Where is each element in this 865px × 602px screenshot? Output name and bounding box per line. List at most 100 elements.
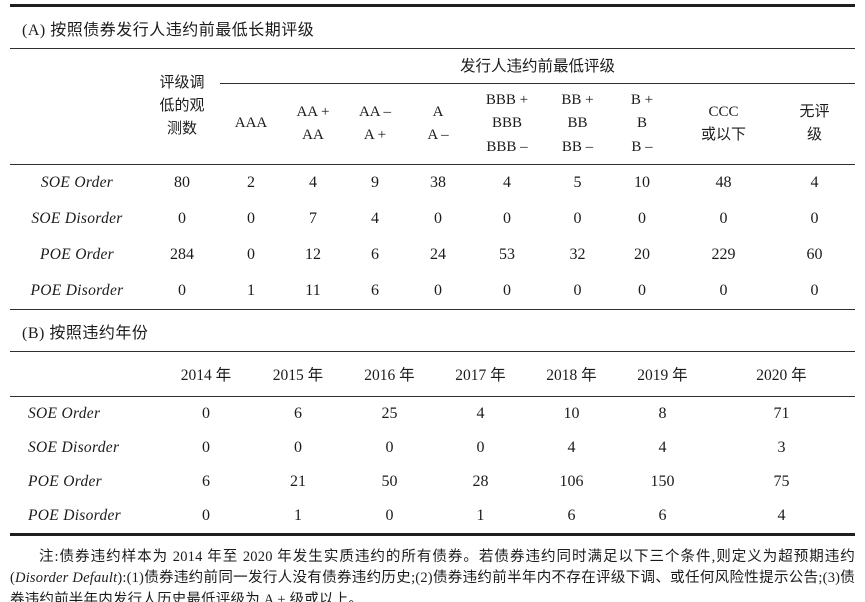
data-cell: 0 (503, 282, 511, 299)
data-cell: 4 (476, 405, 485, 422)
header-row-years: 2014 年 2015 年 2016 年 2017 年 2018 年 2019 … (10, 352, 855, 397)
column-header-year: 2016 年 (344, 352, 435, 397)
panel-a-title: (A) 按照债券发行人违约前最低长期评级 (10, 7, 855, 49)
panel-a-table: 评级调 低的观 测数 发行人违约前最低评级 AAA AA + AA AA – A… (10, 49, 856, 310)
data-cell: 1 (294, 507, 302, 524)
table-row: SOE Order 80 2 4 9 38 4 5 10 48 4 (10, 165, 855, 202)
data-cell: 6 (567, 507, 576, 524)
column-header-year: 2020 年 (708, 352, 855, 397)
data-cell: 8 (658, 405, 667, 422)
data-cell: 50 (381, 473, 398, 490)
data-cell: 4 (777, 507, 786, 524)
data-cell: 38 (430, 174, 446, 191)
data-cell: 0 (719, 282, 728, 299)
data-cell: 6 (294, 405, 302, 422)
data-cell: 25 (381, 405, 398, 422)
data-cell: 2 (247, 174, 255, 191)
data-cell: 0 (573, 282, 582, 299)
data-cell: 0 (247, 210, 255, 227)
footnote-italic-term: Disorder Default (15, 570, 118, 587)
data-cell: 0 (178, 282, 186, 299)
data-cell: 11 (305, 282, 321, 299)
data-cell: 48 (715, 174, 732, 191)
data-cell: 10 (563, 405, 580, 422)
data-cell: 3 (777, 439, 786, 456)
data-cell: 28 (472, 473, 489, 490)
data-cell: 0 (638, 282, 646, 299)
column-header-obs: 评级调 低的观 测数 (144, 49, 220, 165)
data-cell: 0 (202, 507, 210, 524)
data-cell: 0 (719, 210, 728, 227)
column-header-year: 2017 年 (435, 352, 526, 397)
column-header-rating: B + B B – (611, 83, 673, 165)
table-row: POE Disorder 0 1 11 6 0 0 0 0 0 0 (10, 273, 855, 310)
column-header-year: 2018 年 (526, 352, 617, 397)
data-cell: 4 (503, 174, 511, 191)
column-header-rating: A A – (406, 83, 470, 165)
group-header-rating: 发行人违约前最低评级 (220, 49, 856, 84)
data-cell: 6 (371, 282, 379, 299)
data-cell: 0 (247, 246, 255, 263)
data-cell: 106 (559, 473, 584, 490)
data-cell: 0 (202, 439, 210, 456)
table-row: SOE Disorder 0 0 7 4 0 0 0 0 0 0 (10, 201, 855, 237)
data-cell: 6 (658, 507, 667, 524)
data-cell: 4 (309, 174, 317, 191)
column-header-rating: BBB + BBB BBB – (470, 83, 544, 165)
panel-b-title: (B) 按照违约年份 (10, 310, 855, 352)
data-cell: 60 (806, 246, 823, 263)
column-header-rating: AAA (220, 83, 282, 165)
row-label: POE Disorder (28, 507, 122, 524)
data-cell: 10 (634, 174, 650, 191)
data-cell: 12 (305, 246, 321, 263)
data-cell: 150 (650, 473, 675, 490)
data-cell: 0 (385, 507, 394, 524)
data-cell: 75 (773, 473, 790, 490)
header-row-group: 评级调 低的观 测数 发行人违约前最低评级 (10, 49, 856, 165)
data-cell: 0 (294, 439, 302, 456)
data-cell: 4 (810, 174, 819, 191)
table-row: SOE Disorder 0 0 0 0 4 4 3 (10, 431, 855, 465)
data-cell: 0 (476, 439, 485, 456)
footnote-text: ):(1)债券违约前同一发行人没有债券违约历史;(2)债券违约前半年内不存在评级… (10, 570, 855, 602)
data-cell: 4 (658, 439, 667, 456)
table-row: SOE Order 0 6 25 4 10 8 71 (10, 397, 855, 432)
data-cell: 0 (638, 210, 646, 227)
table-row: POE Order 6 21 50 28 106 150 75 (10, 465, 855, 499)
data-cell: 80 (174, 174, 190, 191)
data-cell: 1 (476, 507, 485, 524)
panel-b-table: 2014 年 2015 年 2016 年 2017 年 2018 年 2019 … (10, 352, 855, 536)
row-label: SOE Disorder (31, 210, 123, 227)
data-cell: 0 (434, 210, 442, 227)
data-cell: 21 (290, 473, 306, 490)
data-cell: 0 (178, 210, 186, 227)
column-header-rating: AA + AA (282, 83, 344, 165)
data-cell: 1 (247, 282, 255, 299)
data-cell: 6 (202, 473, 210, 490)
data-cell: 229 (711, 246, 736, 263)
column-header-rating: CCC 或以下 (673, 83, 774, 165)
data-cell: 0 (202, 405, 210, 422)
data-cell: 71 (773, 405, 790, 422)
data-cell: 6 (371, 246, 379, 263)
data-cell: 5 (573, 174, 582, 191)
footnote-text: 注:债券违约样本为 2014 年至 2020 年发生实质违约的所有债券。若债券违… (10, 549, 855, 587)
data-cell: 0 (385, 439, 394, 456)
column-header-rating: BB + BB BB – (544, 83, 611, 165)
data-cell: 0 (503, 210, 511, 227)
data-cell: 0 (434, 282, 442, 299)
footnote: 注:债券违约样本为 2014 年至 2020 年发生实质违约的所有债券。若债券违… (10, 547, 855, 602)
header-row-ratings: AAA AA + AA AA – A + A A – BBB + BBB BBB… (10, 83, 856, 165)
table-row: POE Order 284 0 12 6 24 53 32 20 229 60 (10, 237, 855, 273)
data-cell: 9 (371, 174, 379, 191)
data-cell: 20 (634, 246, 650, 263)
row-label: SOE Disorder (28, 439, 120, 456)
top-rule (10, 4, 855, 7)
row-label: POE Order (39, 246, 115, 263)
data-cell: 0 (810, 210, 819, 227)
column-header-rating: AA – A + (344, 83, 406, 165)
corner-cell (10, 352, 160, 397)
column-header-year: 2015 年 (252, 352, 344, 397)
table-row: POE Disorder 0 1 0 1 6 6 4 (10, 499, 855, 535)
